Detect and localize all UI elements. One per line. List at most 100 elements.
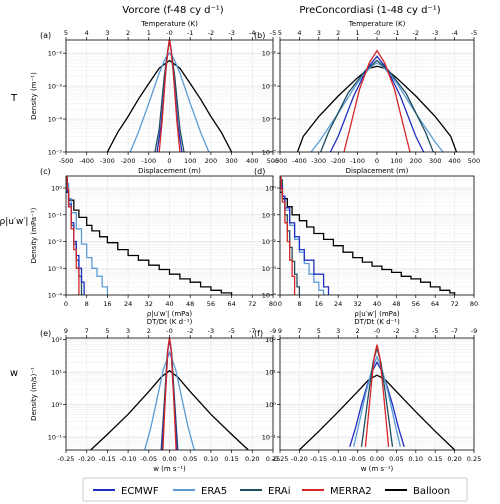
legend-frame	[82, 477, 468, 502]
x-tick-label: 72	[450, 300, 458, 308]
x-tick-label: 40	[165, 300, 173, 308]
top-x-tick-label: -2	[187, 327, 193, 335]
row-label-momentum-flux: ρ|u′w′|	[0, 217, 28, 227]
legend-item-ecmwf: ECMWF	[93, 486, 159, 497]
x-tick-label: -0.25	[58, 455, 75, 463]
column-title-preconcordiasi: PreConcordiasi (1-48 cy d⁻¹)	[299, 5, 440, 16]
top-x-tick-label: 9	[64, 327, 68, 335]
legend-label-erai: ERAi	[268, 486, 290, 497]
top-x-axis-label: DT/Dt (K d⁻¹)	[147, 318, 193, 326]
panels-group: -500 -400 -300 -200 -100 0 100 200 300 400 500Disp…	[30, 20, 481, 473]
x-tick-label: 300	[225, 157, 237, 165]
x-tick-label: 300	[429, 157, 441, 165]
y-tick-label: 10⁻³	[262, 83, 277, 91]
series-merra2-line	[162, 338, 177, 450]
x-tick-label: 200	[410, 157, 422, 165]
top-x-tick-label: 2	[126, 29, 130, 37]
x-tick-label: -200	[331, 157, 346, 165]
x-tick-label: 16	[103, 300, 111, 308]
x-tick-label: 0.15	[224, 455, 238, 463]
top-x-tick-label: -7	[249, 327, 255, 335]
x-tick-label: 400	[448, 157, 460, 165]
y-axis-label: Density (m⁻¹)	[30, 72, 38, 120]
legend-item-erai: ERAi	[240, 486, 290, 497]
top-x-tick-label: -3	[432, 29, 438, 37]
x-tick-label: 24	[334, 300, 342, 308]
top-x-tick-label: 2	[147, 327, 151, 335]
panel-letter: (c)	[40, 167, 51, 176]
y-tick-label: 10⁻¹	[262, 434, 277, 442]
x-axis-label: Displacement (m)	[346, 167, 409, 175]
top-x-tick-label: 4	[297, 29, 301, 37]
top-x-tick-label: -0	[166, 327, 172, 335]
series-merra2-line	[364, 344, 390, 447]
top-x-tick-label: 5	[64, 29, 68, 37]
panel-letter: (d)	[254, 167, 265, 176]
top-x-tick-label: -9	[270, 327, 276, 335]
x-tick-label: 500	[267, 157, 279, 165]
top-x-tick-label: 7	[85, 327, 89, 335]
x-tick-label: -300	[100, 157, 115, 165]
y-axis-label: Density (m/s)⁻¹	[30, 367, 38, 421]
x-axis-label: w (m s⁻¹)	[153, 465, 186, 473]
y-tick-label: 10⁰	[265, 185, 276, 193]
legend-item-balloon: Balloon	[385, 486, 450, 497]
column-title-vorcore: Vorcore (f-48 cy d⁻¹)	[122, 5, 224, 16]
panel-b: -500 -400 -300 -200 -100 0 100 200 300 400 500 Disp…	[254, 20, 480, 175]
top-x-axis-label: Temperature (K)	[348, 20, 406, 28]
y-tick-label: 10⁻⁴	[48, 116, 63, 124]
y-tick-label: 10⁻²	[48, 50, 63, 58]
top-x-tick-label: -0	[374, 29, 380, 37]
top-x-tick-label: 3	[105, 29, 109, 37]
series-merra2-line	[280, 176, 296, 295]
series-era5-line	[129, 52, 210, 152]
top-x-tick-label: 4	[85, 29, 89, 37]
x-tick-label: -0.15	[310, 455, 327, 463]
x-tick-label: 0.15	[428, 455, 442, 463]
x-tick-label: 16	[315, 300, 323, 308]
x-tick-label: -200	[121, 157, 136, 165]
x-tick-label: 0	[278, 300, 282, 308]
x-tick-label: -0.15	[99, 455, 116, 463]
series-balloon-line	[106, 59, 233, 152]
x-tick-label: 56	[207, 300, 215, 308]
y-axis-label: Density (mPa⁻¹)	[30, 207, 38, 263]
y-tick-label: 10⁻⁴	[262, 116, 277, 124]
x-tick-label: -100	[350, 157, 365, 165]
x-axis-label: ρ|u′w′| (mPa)	[147, 310, 192, 318]
x-tick-label: 0.10	[409, 455, 423, 463]
x-tick-label: 8	[85, 300, 89, 308]
x-tick-label: 24	[124, 300, 132, 308]
x-tick-label: 0	[64, 300, 68, 308]
row-label-t: T	[10, 93, 18, 104]
x-tick-label: -400	[292, 157, 307, 165]
series-erai-line	[360, 345, 394, 447]
panel-d: 0 8 16 24 32 40 48 56 64 72 80 ρ|u′w′| (mPa) 10⁻⁴ 10⁻…	[254, 167, 478, 318]
x-tick-label: 500	[468, 157, 480, 165]
panel-f: -0.25 -0.20 -0.15 -0.10 -0.05 0.00 0.05 0.10 0.1…	[254, 318, 481, 473]
x-tick-label: 100	[184, 157, 196, 165]
series-merra2-line	[66, 176, 80, 295]
top-x-tick-label: -4	[249, 29, 255, 37]
panel-letter: (a)	[40, 31, 51, 40]
series-ecmwf-line	[280, 185, 330, 295]
panel-letter: (f)	[254, 329, 263, 338]
y-tick-label: 10⁻²	[48, 238, 63, 246]
x-tick-label: -0.05	[349, 455, 366, 463]
y-tick-label: 10⁻¹	[262, 211, 277, 219]
top-x-axis-label: Temperature (K)	[140, 20, 198, 28]
series-merra2-line	[343, 49, 411, 152]
x-tick-label: 8	[297, 300, 301, 308]
x-tick-label: 64	[227, 300, 235, 308]
legend-item-merra2: MERRA2	[302, 486, 372, 497]
x-tick-label: 48	[186, 300, 194, 308]
top-x-tick-label: -3	[228, 29, 234, 37]
top-x-tick-label: 7	[297, 327, 301, 335]
x-tick-label: -100	[141, 157, 156, 165]
x-tick-label: 0	[375, 157, 379, 165]
top-x-axis-label: DT/Dt (K d⁻¹)	[354, 318, 400, 326]
x-tick-label: 200	[205, 157, 217, 165]
series-erai-line	[320, 59, 434, 152]
x-tick-label: 80	[269, 300, 277, 308]
